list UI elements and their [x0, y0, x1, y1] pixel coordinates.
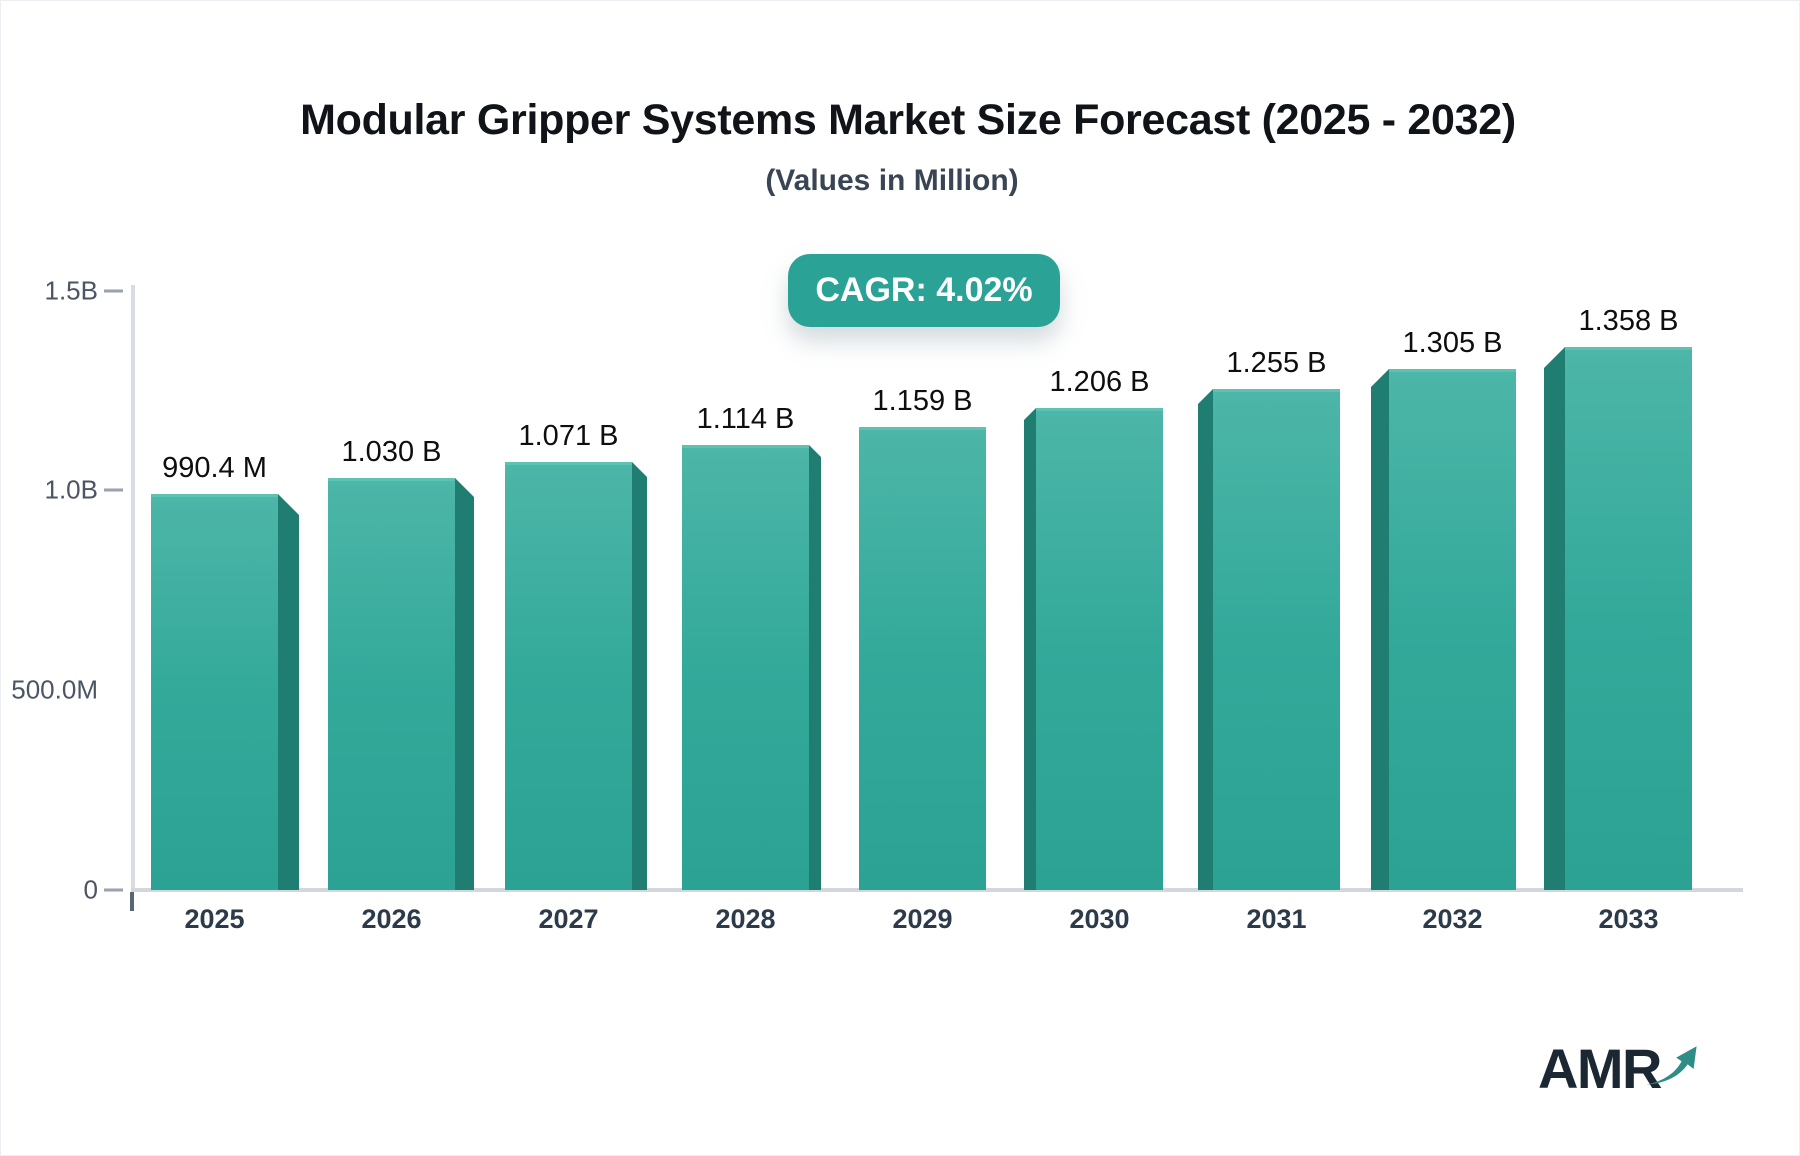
bar-value-label-2032: 1.305 B [1402, 327, 1503, 359]
bar-2026[interactable] [328, 478, 455, 890]
x-axis-label-2033: 2033 [1598, 904, 1659, 934]
cagr-badge: CAGR: 4.02% [788, 254, 1060, 327]
bar-2029[interactable] [859, 427, 986, 890]
bar-side-2031 [1198, 389, 1213, 890]
bar-value-label-2025: 990.4 M [162, 452, 267, 484]
bar-2025[interactable] [151, 494, 278, 890]
cagr-badge-label: CAGR: 4.02% [815, 271, 1033, 309]
bar-side-2027 [632, 462, 647, 890]
y-tick-label-1.5B: 1.5B [44, 275, 99, 306]
y-axis-line [131, 285, 135, 892]
x-axis-label-2032: 2032 [1422, 904, 1483, 934]
bar-side-2026 [455, 478, 474, 890]
x-axis-baseline [131, 888, 1743, 892]
x-axis-label-2031: 2031 [1246, 904, 1307, 934]
bar-2031[interactable] [1213, 389, 1340, 890]
chart-title: Modular Gripper Systems Market Size Fore… [300, 96, 1516, 144]
x-axis-label-2027: 2027 [538, 904, 599, 934]
x-axis-label-2025: 2025 [184, 904, 245, 934]
bar-side-2032 [1371, 369, 1389, 890]
growth-arrow-icon [1646, 1046, 1697, 1085]
bar-2030[interactable] [1036, 408, 1163, 890]
bar-value-label-2033: 1.358 B [1578, 305, 1679, 337]
bar-2032[interactable] [1389, 369, 1516, 890]
bar-value-label-2028: 1.114 B [696, 403, 795, 435]
bar-2027[interactable] [505, 462, 632, 890]
bar-value-label-2027: 1.071 B [518, 420, 619, 452]
y-tick-label-0: 0 [83, 874, 98, 905]
bar-2028[interactable] [682, 445, 809, 890]
y-tick-label-500.0M: 500.0M [11, 674, 98, 705]
x-axis-label-2028: 2028 [715, 904, 776, 934]
amr-logo-text: AMR [1537, 1037, 1663, 1100]
bar-value-label-2026: 1.030 B [341, 436, 442, 468]
bar-value-label-2029: 1.159 B [872, 385, 973, 417]
x-axis-label-2030: 2030 [1069, 904, 1130, 934]
x-axis-corner-tick [130, 892, 134, 911]
x-axis-label-2029: 2029 [892, 904, 953, 934]
y-tick-dash-0 [104, 888, 123, 892]
bar-side-2033 [1544, 347, 1565, 890]
y-tick-dash-1.0B [104, 488, 123, 492]
y-tick-label-1.0B: 1.0B [44, 474, 99, 505]
x-axis-label-2026: 2026 [361, 904, 422, 934]
y-tick-dash-1.5B [104, 289, 123, 293]
bar-2033[interactable] [1565, 347, 1692, 890]
bar-side-2030 [1024, 408, 1036, 890]
bar-value-label-2030: 1.206 B [1049, 366, 1150, 398]
bar-side-2028 [809, 445, 821, 890]
amr-logo[interactable]: AMR [1538, 1035, 1699, 1097]
bar-value-label-2031: 1.255 B [1226, 347, 1327, 379]
chart-subtitle: (Values in Million) [765, 164, 1019, 197]
bar-side-2025 [278, 494, 299, 890]
